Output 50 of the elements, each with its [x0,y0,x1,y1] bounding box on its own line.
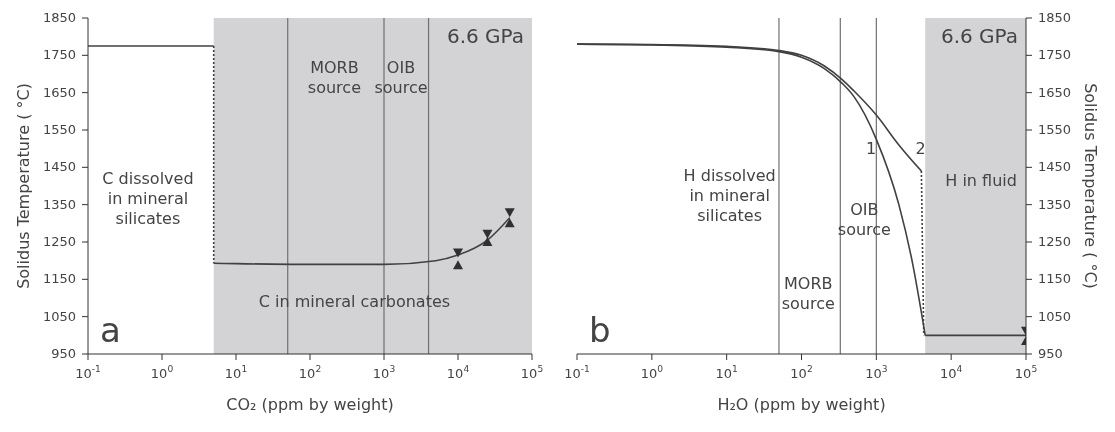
x-tick-label: 10$^{2}$ [790,363,813,381]
annotation: 6.6 GPa [446,24,524,48]
y2-tick-label: 1250 [1038,233,1072,249]
annotation: H dissolved in mineral silicates [683,166,776,227]
annotation: C dissolved in mineral silicates [102,169,194,230]
x-axis-title: H₂O (ppm by weight) [717,395,886,414]
x-tick-label: 10$^{2}$ [298,363,322,381]
x-tick-label: 10$^{5}$ [520,363,544,381]
annotation: H in fluid [945,170,1017,191]
annotation: MORB source [307,58,361,99]
x-tick-label: 10$^{3}$ [865,363,888,381]
annotation: a [100,310,121,350]
y-tick-label: 1450 [42,158,76,174]
y2-tick-label: 1350 [1038,196,1072,212]
y2-tick-label: 1050 [1038,308,1072,324]
y-tick-label: 950 [51,345,76,361]
annotation: OIB source [374,58,428,99]
annotation: b [589,310,611,350]
x-tick-label: 10$^{5}$ [1014,363,1038,381]
y-tick-label: 1150 [42,270,76,286]
y-tick-label: 1350 [42,196,76,212]
annotation: 2 [915,139,926,160]
y2-tick-label: 950 [1038,345,1063,361]
annotation: 6.6 GPa [940,24,1018,48]
y-tick-label: 1650 [42,84,76,100]
y2-tick-label: 1650 [1038,84,1072,100]
x-tick-label: 10$^{-1}$ [75,363,101,381]
y-tick-label: 1250 [42,233,76,249]
y2-tick-label: 1550 [1038,121,1072,137]
x-tick-label: 10$^{0}$ [150,363,174,381]
x-tick-label: 10$^{1}$ [224,363,248,381]
y-tick-label: 1850 [42,9,76,25]
y2-tick-label: 1750 [1038,46,1072,62]
y2-tick-label: 1850 [1038,9,1072,25]
x-tick-label: 10$^{0}$ [640,363,664,381]
x-axis-title: CO₂ (ppm by weight) [226,395,394,414]
x-tick-label: 10$^{1}$ [715,363,738,381]
x-tick-label: 10$^{4}$ [939,363,963,381]
y-tick-label: 1550 [42,121,76,137]
x-tick-label: 10$^{4}$ [446,363,470,381]
y2-axis-title: Solidus Temperature ( °C) [1081,83,1101,289]
y-axis-title: Solidus Temperature ( °C) [13,83,33,289]
x-tick-label: 10$^{3}$ [372,363,396,381]
y2-tick-label: 1450 [1038,158,1072,174]
y2-tick-label: 1150 [1038,270,1072,286]
y-tick-label: 1050 [42,308,76,324]
annotation: 1 [866,139,877,160]
annotation: MORB source [781,273,835,314]
y-tick-label: 1750 [42,46,76,62]
x-tick-label: 10$^{-1}$ [564,363,590,381]
